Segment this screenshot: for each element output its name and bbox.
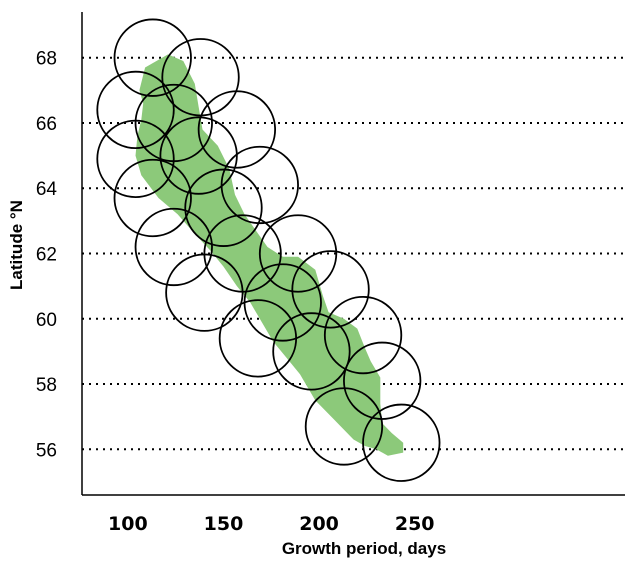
- circle-marker-8: [113, 158, 192, 238]
- x-tick-label-200: 200: [299, 513, 339, 535]
- x-tick-label-250: 250: [395, 513, 435, 535]
- y-tick-label-62: 62: [36, 245, 57, 266]
- circle-marker-14: [165, 253, 244, 332]
- circle-marker-1: [113, 18, 192, 97]
- circle-marker-10: [184, 168, 263, 247]
- x-tick-label-150: 150: [204, 513, 244, 535]
- circle-marker-9: [220, 145, 299, 225]
- circle-marker-21: [304, 387, 384, 466]
- circle-marker-3: [96, 70, 175, 150]
- y-tick-label-66: 66: [36, 114, 57, 135]
- circle-marker-15: [291, 250, 370, 329]
- y-tick-labels: 56 58 60 62 64 66 68: [36, 49, 58, 462]
- circle-marker-17: [218, 299, 298, 378]
- y-tick-label-56: 56: [36, 440, 57, 461]
- y-tick-label-58: 58: [36, 375, 57, 396]
- region-area: [135, 54, 404, 456]
- x-axis-title: Growth period, days: [282, 539, 446, 558]
- y-tick-label-68: 68: [36, 49, 57, 70]
- circle-marker-12: [258, 214, 338, 293]
- circle-marker-19: [272, 312, 351, 391]
- circle-marker-5: [197, 90, 277, 169]
- circle-marker-22: [362, 403, 441, 482]
- circle-marker-18: [323, 295, 403, 375]
- x-tick-label-100: 100: [108, 513, 148, 535]
- x-tick-labels: 100 150 200 250: [108, 513, 434, 535]
- axes: [81, 12, 625, 496]
- y-axis-title: Latitude °N: [7, 200, 26, 290]
- y-tick-label-64: 64: [36, 179, 58, 200]
- circle-marker-6: [96, 119, 175, 198]
- circle-marker-7: [159, 116, 238, 195]
- circle-marker-11: [134, 207, 213, 287]
- y-tick-label-60: 60: [36, 310, 57, 331]
- growth-region: [135, 54, 404, 456]
- circle-markers: [96, 18, 441, 482]
